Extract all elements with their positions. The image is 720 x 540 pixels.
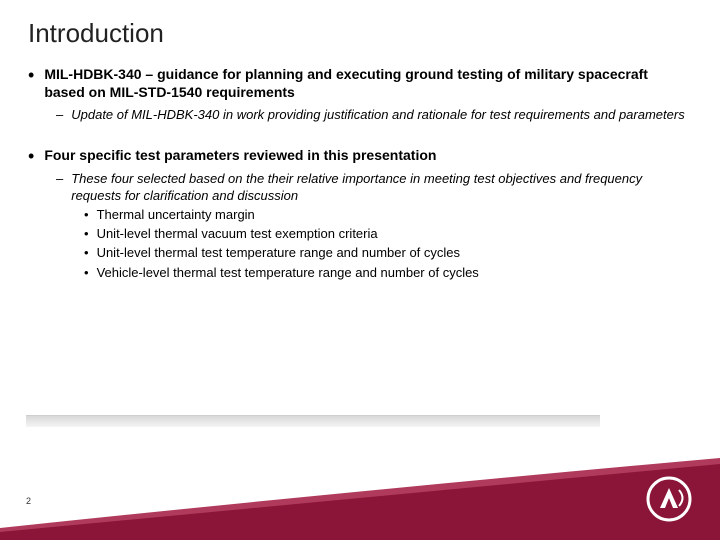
bullet-icon: • — [84, 226, 89, 242]
bullet-icon: • — [84, 207, 89, 223]
spacer — [28, 123, 692, 141]
content-area: • MIL-HDBK-340 – guidance for planning a… — [28, 60, 692, 281]
bullet-text: Thermal uncertainty margin — [97, 207, 255, 223]
bullet-level3: • Unit-level thermal test temperature ra… — [84, 245, 692, 261]
slide: Introduction • MIL-HDBK-340 – guidance f… — [0, 0, 720, 540]
page-number: 2 — [26, 496, 31, 506]
underline-divider — [26, 415, 600, 427]
bullet-level1: • Four specific test parameters reviewed… — [28, 147, 692, 165]
bullet-icon: • — [28, 66, 34, 101]
bullet-level3: • Thermal uncertainty margin — [84, 207, 692, 223]
bullet-level3: • Unit-level thermal vacuum test exempti… — [84, 226, 692, 242]
bullet-text: Unit-level thermal vacuum test exemption… — [97, 226, 378, 242]
page-title: Introduction — [28, 18, 164, 49]
bullet-text: Four specific test parameters reviewed i… — [44, 147, 436, 165]
bullet-level1: • MIL-HDBK-340 – guidance for planning a… — [28, 66, 692, 101]
bullet-text: Update of MIL-HDBK-340 in work providing… — [71, 107, 684, 123]
bullet-text: Unit-level thermal test temperature rang… — [97, 245, 460, 261]
bullet-icon: • — [28, 147, 34, 165]
bullet-text: These four selected based on the their r… — [71, 171, 692, 204]
bullet-level2: – These four selected based on the their… — [56, 171, 692, 204]
brand-logo-icon — [646, 476, 692, 522]
footer-swoosh — [0, 450, 720, 540]
dash-icon: – — [56, 107, 63, 123]
bullet-icon: • — [84, 265, 89, 281]
bullet-level2: – Update of MIL-HDBK-340 in work providi… — [56, 107, 692, 123]
bullet-icon: • — [84, 245, 89, 261]
bullet-text: Vehicle-level thermal test temperature r… — [97, 265, 479, 281]
bullet-text: MIL-HDBK-340 – guidance for planning and… — [44, 66, 692, 101]
dash-icon: – — [56, 171, 63, 204]
bullet-level3: • Vehicle-level thermal test temperature… — [84, 265, 692, 281]
